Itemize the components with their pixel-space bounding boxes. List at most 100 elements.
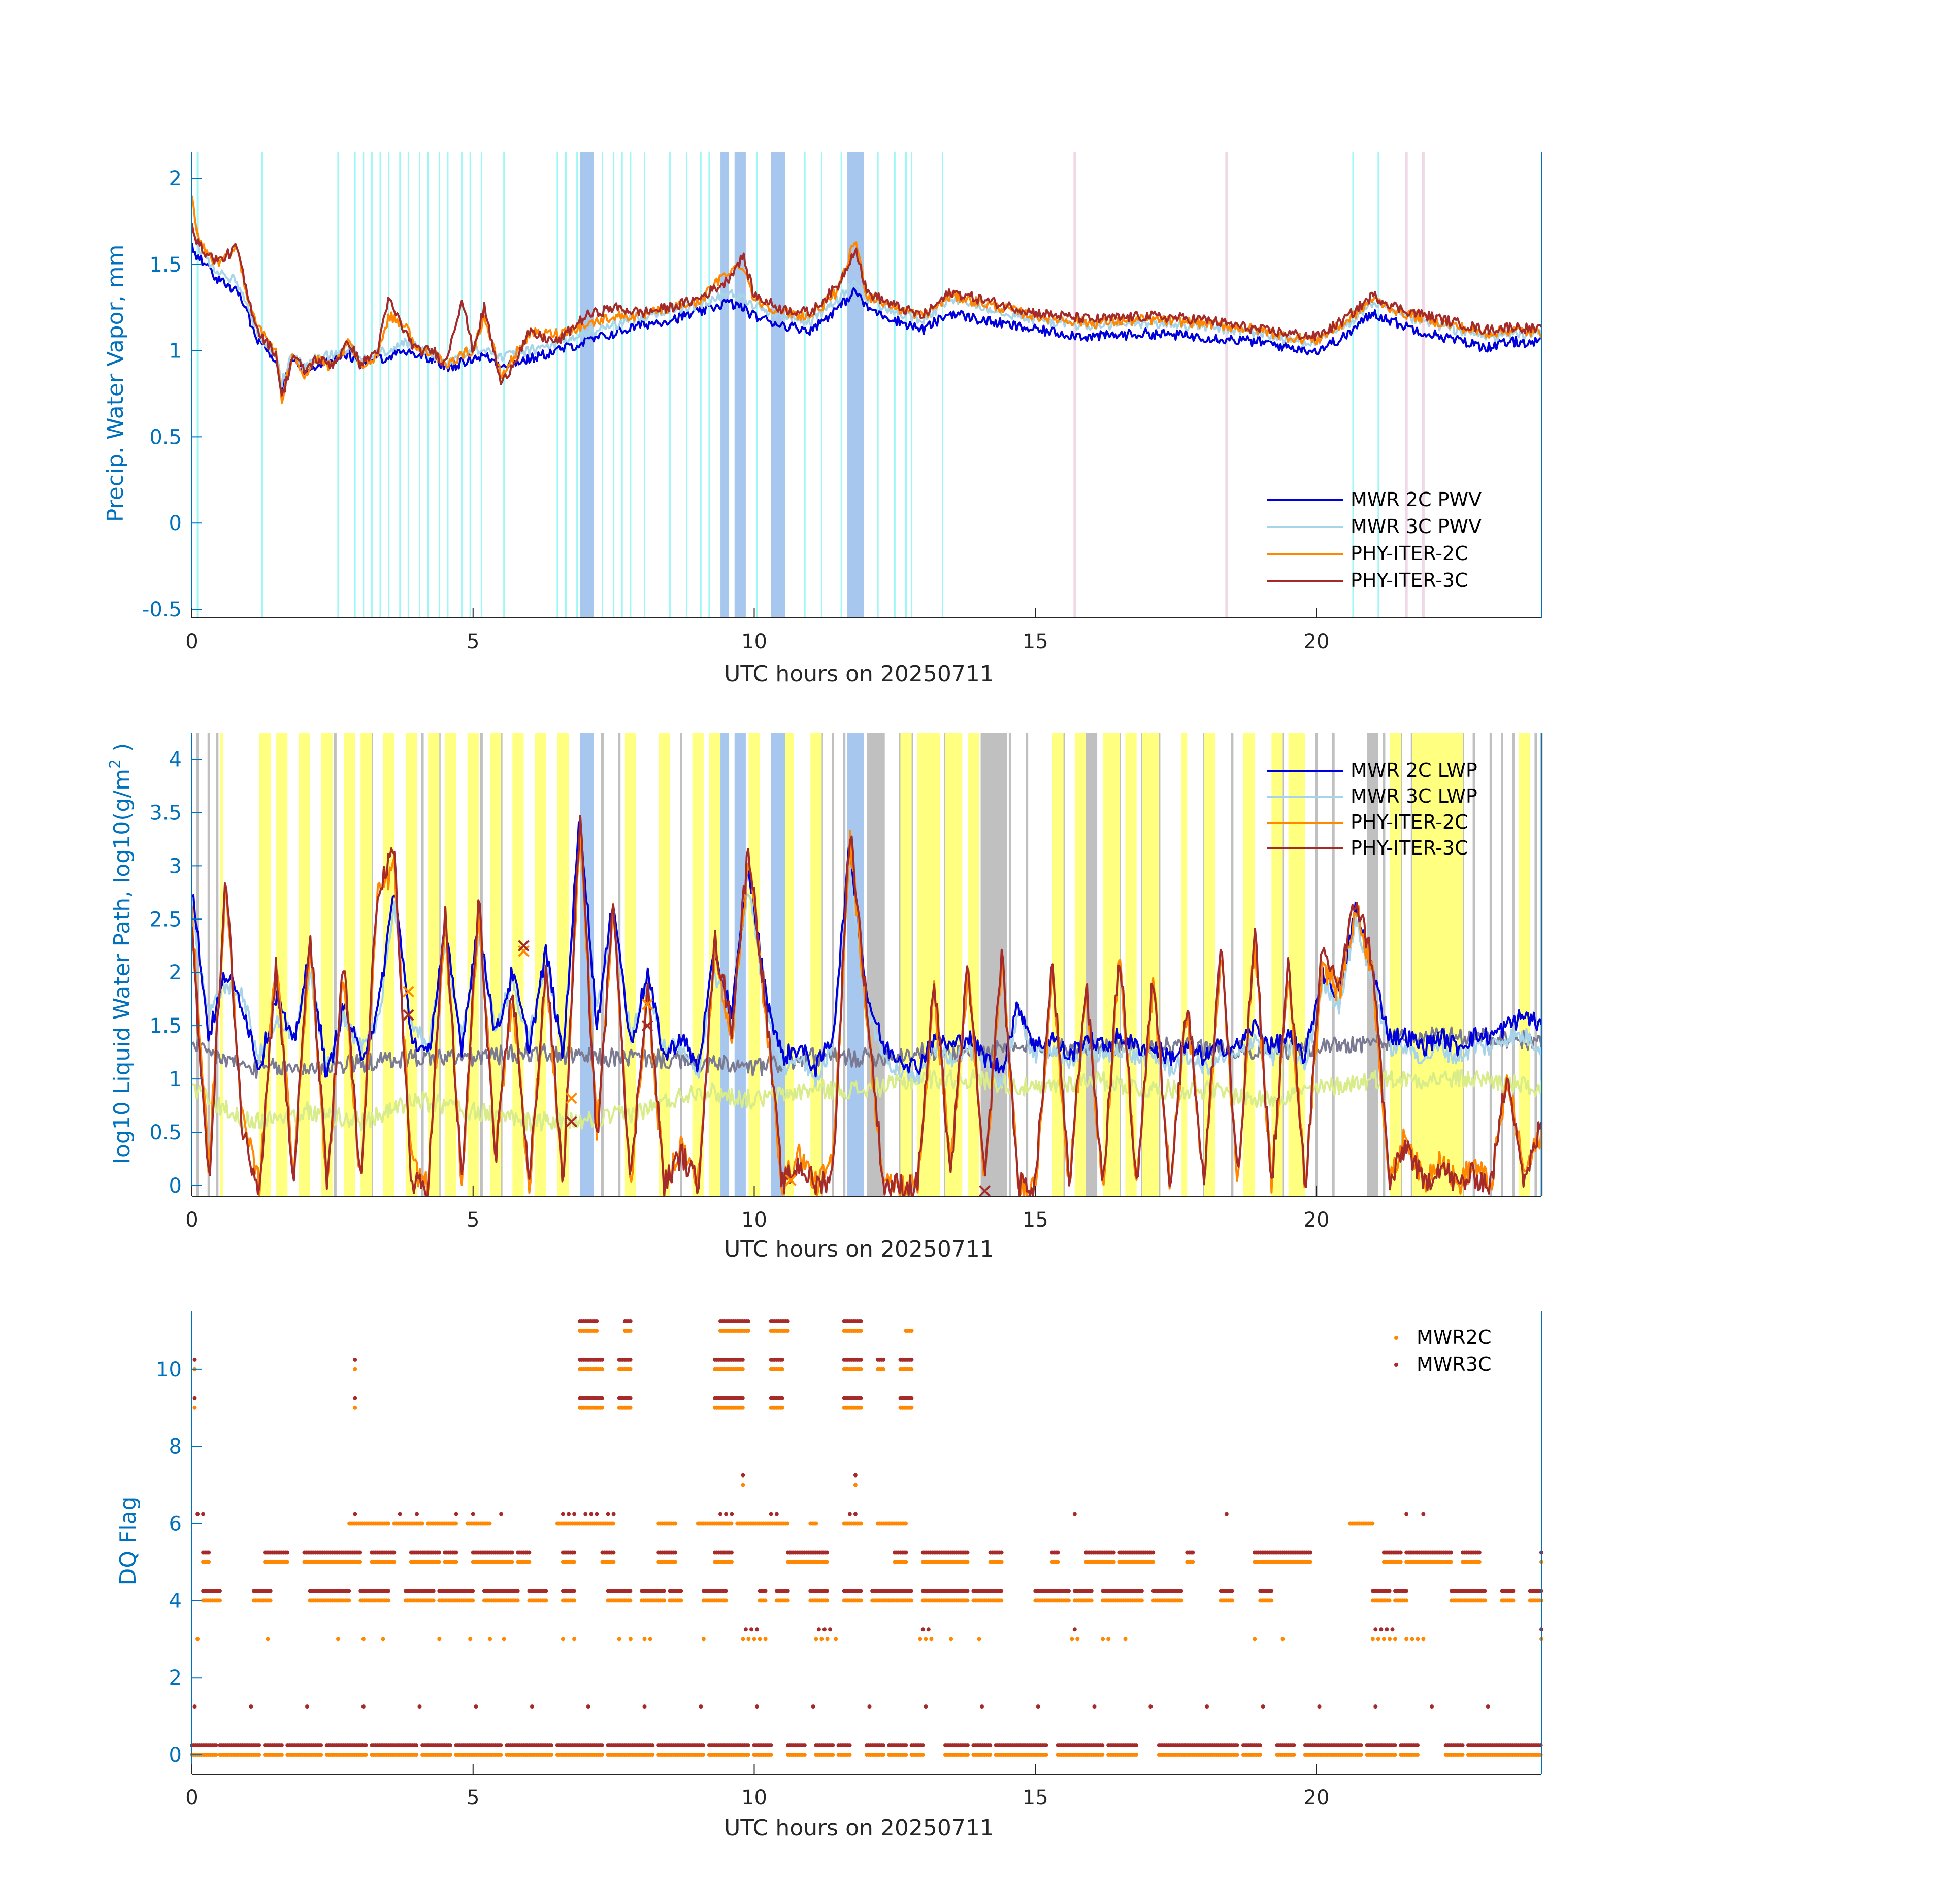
dq-point-MWR2C xyxy=(1253,1637,1257,1642)
dq-point-MWR3C xyxy=(499,1743,503,1748)
dq-point-MWR3C xyxy=(1056,1550,1060,1555)
lwp-x-marker xyxy=(518,945,530,957)
dq-point-MWR3C xyxy=(1261,1704,1265,1709)
dq-point-MWR3C xyxy=(530,1704,534,1709)
dq-point-MWR3C xyxy=(1044,1743,1048,1748)
dq-point-MWR2C xyxy=(909,1405,914,1410)
dq-point-MWR2C xyxy=(814,1521,818,1526)
dq-point-MWR2C xyxy=(769,1753,773,1757)
dq-point-MWR3C xyxy=(207,1550,211,1555)
dq-flag-panel: 0 5 10 15 20 0 2 4 6 8 10 UTC hours on 20250711 DQ… xyxy=(115,1311,1543,1841)
dq-point-MWR2C xyxy=(1449,1560,1453,1564)
dq-point-MWR2C xyxy=(437,1637,442,1642)
dq-point-MWR2C xyxy=(1070,1637,1074,1642)
dq-point-MWR2C xyxy=(881,1367,886,1371)
pwv-legend-label: MWR 2C PWV xyxy=(1351,488,1482,511)
dq-point-MWR2C xyxy=(1151,1560,1156,1564)
dq-point-MWR3C xyxy=(822,1627,827,1632)
dq-point-MWR2C xyxy=(386,1598,391,1603)
dq-point-MWR2C xyxy=(909,1329,914,1333)
pwv-band-blue-2 xyxy=(734,152,746,618)
dq-point-MWR2C xyxy=(662,1598,666,1603)
dq-point-MWR2C xyxy=(881,1753,885,1757)
dq-point-MWR2C xyxy=(431,1598,436,1603)
dq-point-MWR3C xyxy=(1036,1704,1040,1709)
dq-point-MWR2C xyxy=(1416,1637,1420,1642)
dq-point-MWR2C xyxy=(918,1637,923,1642)
pwv-y-tick-label: 2 xyxy=(169,167,182,190)
dq-point-MWR2C xyxy=(965,1560,970,1564)
dq-point-MWR2C xyxy=(364,1753,368,1757)
dq-point-MWR3C xyxy=(595,1512,599,1516)
dq-point-MWR3C xyxy=(1393,1743,1397,1748)
dq-point-MWR2C xyxy=(611,1560,616,1564)
dq-point-MWR2C xyxy=(572,1560,576,1564)
dq-point-MWR2C xyxy=(859,1521,863,1526)
dq-point-MWR2C xyxy=(1416,1753,1420,1757)
lwp-band-yellow-26 xyxy=(968,733,979,1196)
dq-point-MWR2C xyxy=(904,1560,908,1564)
lwp-band-yellow-16 xyxy=(624,733,636,1196)
dq-point-MWR3C xyxy=(572,1550,576,1555)
pwv-y-tick-label: 1 xyxy=(169,340,182,363)
dq-point-MWR2C xyxy=(741,1637,745,1642)
lwp-band-yellow-36 xyxy=(1288,733,1305,1196)
dq-point-MWR3C xyxy=(1072,1512,1077,1516)
lwp-y-axis-label-main: log10 Liquid Water Path, log10(g/m xyxy=(109,769,135,1164)
dq-point-MWR2C xyxy=(1381,1637,1386,1642)
lwp-series-2 xyxy=(191,829,1542,1197)
dq-point-MWR2C xyxy=(386,1521,390,1526)
pwv-x-tick-label: 5 xyxy=(467,630,479,653)
lwp-x-marker xyxy=(518,940,530,952)
dq-point-MWR3C xyxy=(249,1704,253,1709)
dq-point-MWR3C xyxy=(825,1550,829,1555)
dq-point-MWR3C xyxy=(859,1396,863,1400)
dq-y-tick-label: 10 xyxy=(156,1358,182,1382)
pwv-series-1 xyxy=(191,229,1542,388)
lwp-band-yellow-38 xyxy=(1412,733,1429,1196)
lwp-band-yellow-17 xyxy=(659,733,670,1196)
pwv-axes xyxy=(191,152,1542,618)
dq-point-MWR3C xyxy=(417,1704,422,1709)
dq-point-MWR2C xyxy=(1056,1560,1060,1564)
dq-point-MWR2C xyxy=(752,1637,756,1642)
lwp-band-yellow-2 xyxy=(276,733,288,1196)
dq-point-MWR3C xyxy=(980,1704,984,1709)
dq-point-MWR3C xyxy=(1067,1589,1071,1593)
dq-point-MWR3C xyxy=(724,1512,729,1516)
dq-point-MWR3C xyxy=(515,1589,520,1593)
dq-point-MWR2C xyxy=(1388,1637,1392,1642)
dq-point-MWR2C xyxy=(1101,1637,1105,1642)
dq-point-MWR2C xyxy=(825,1598,830,1603)
dq-point-MWR2C xyxy=(266,1637,270,1642)
dq-point-MWR3C xyxy=(1269,1589,1274,1593)
lwp-band-yellow-34 xyxy=(1243,733,1255,1196)
lwp-band-yellow-33 xyxy=(1204,733,1215,1196)
dq-point-MWR2C xyxy=(1404,1598,1408,1603)
lwp-band-yellow-20 xyxy=(748,733,760,1196)
dq-point-MWR2C xyxy=(729,1560,734,1564)
dq-point-MWR2C xyxy=(831,1753,835,1757)
lwp-tick-labels: 0 5 10 15 20 0 0.5 1 1.5 2 2.5 3 3.5 4 xyxy=(149,748,1329,1232)
dq-point-MWR3C xyxy=(673,1550,678,1555)
dq-point-MWR2C xyxy=(600,1367,604,1371)
dq-y-tick-label: 4 xyxy=(169,1589,182,1613)
dq-point-MWR3C xyxy=(572,1512,577,1516)
dq-point-MWR2C xyxy=(544,1598,548,1603)
dq-point-MWR2C xyxy=(268,1598,273,1603)
lwp-band-yellow-32 xyxy=(1181,733,1188,1196)
dq-point-MWR3C xyxy=(192,1357,197,1362)
dq-x-tick-label: 5 xyxy=(467,1786,479,1810)
pwv-series-2 xyxy=(191,195,1542,404)
lwp-band-yellow-4 xyxy=(321,733,333,1196)
dq-point-MWR3C xyxy=(398,1512,402,1516)
dq-point-MWR2C xyxy=(319,1753,323,1757)
dq-point-MWR2C xyxy=(468,1637,473,1642)
dq-point-MWR3C xyxy=(510,1550,514,1555)
dq-point-MWR3C xyxy=(1191,1550,1195,1555)
dq-point-MWR2C xyxy=(195,1637,200,1642)
dq-point-MWR3C xyxy=(1390,1627,1395,1632)
dq-point-MWR2C xyxy=(859,1405,863,1410)
dq-point-MWR2C xyxy=(825,1637,830,1642)
dq-point-MWR2C xyxy=(1292,1753,1296,1757)
